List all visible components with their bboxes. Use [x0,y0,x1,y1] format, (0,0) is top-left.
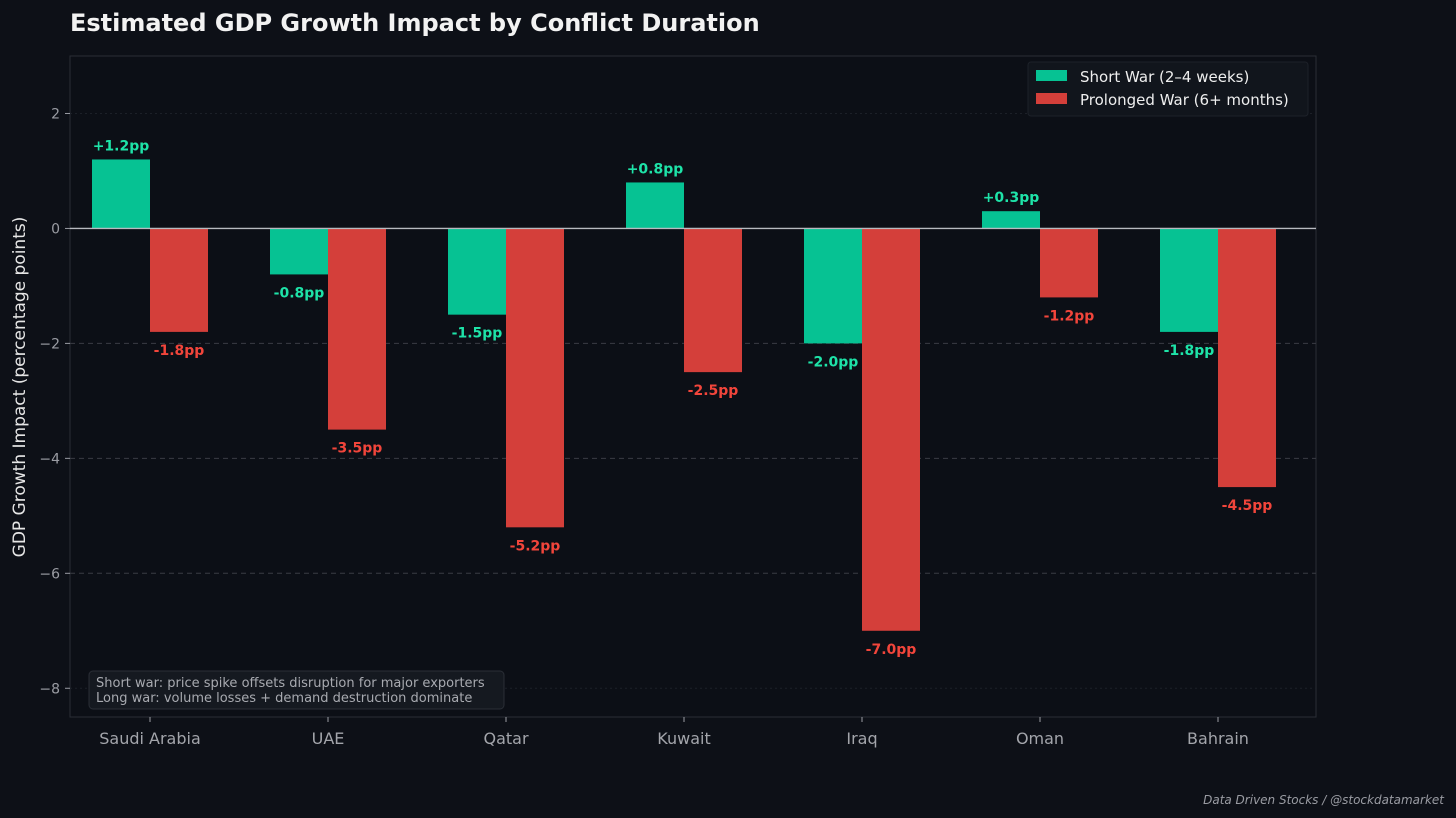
data-label: +0.3pp [983,190,1040,206]
data-label: -1.5pp [452,326,503,342]
data-label: -4.5pp [1222,498,1273,514]
legend-swatch-short [1036,70,1067,81]
x-tick-label: Oman [1016,729,1064,748]
annotation-line-1: Short war: price spike offsets disruptio… [96,676,485,691]
bar-short-war [626,182,684,229]
plot-area [69,55,1317,718]
data-label: -3.5pp [332,441,383,457]
x-tick-label: Kuwait [657,729,710,748]
bar-prolonged-war [506,228,564,528]
x-tick-label: Bahrain [1187,729,1249,748]
y-tick-label: 2 [51,106,60,122]
chart-title: Estimated GDP Growth Impact by Conflict … [70,9,760,37]
bar-prolonged-war [1218,228,1276,488]
y-tick-label: −8 [39,681,60,697]
data-label: +1.2pp [93,138,150,154]
x-tick-label: UAE [312,729,345,748]
credit: Data Driven Stocks / @stockdatamarket [1203,793,1445,807]
bar-short-war [804,228,862,344]
x-axis-ticks: Saudi Arabia UAE Qatar Kuwait Iraq Oman Bahrai… [99,717,1249,748]
legend-label-prolonged: Prolonged War (6+ months) [1080,91,1289,109]
y-tick-label: −4 [39,451,60,467]
bar-prolonged-war [862,228,920,631]
data-label: -0.8pp [274,285,325,301]
bar-short-war [982,211,1040,229]
bar-prolonged-war [684,228,742,373]
data-label: -1.8pp [154,343,205,359]
y-tick-label: −6 [39,566,60,582]
data-label: -1.8pp [1164,343,1215,359]
data-label: -2.0pp [808,354,859,370]
y-tick-label: −2 [39,336,60,352]
annotation-box: Short war: price spike offsets disruptio… [88,670,505,710]
x-tick-label: Saudi Arabia [99,729,201,748]
annotation-line-2: Long war: volume losses + demand destruc… [96,691,472,706]
x-tick-label: Iraq [846,729,877,748]
y-axis-label: GDP Growth Impact (percentage points) [10,217,30,558]
bars [92,159,1276,631]
data-label: -1.2pp [1044,308,1095,324]
y-tick-label: 0 [51,221,60,237]
data-label: -5.2pp [510,538,561,554]
bar-prolonged-war [328,228,386,430]
bar-short-war [1160,228,1218,332]
legend: Short War (2–4 weeks) Prolonged War (6+ … [1027,61,1309,117]
data-labels: +1.2pp -1.8pp -0.8pp -3.5pp -1.5pp -5.2pp +0.8… [93,138,1273,657]
bar-short-war [448,228,506,315]
bar-prolonged-war [150,228,208,332]
bar-prolonged-war [1040,228,1098,298]
bar-short-war [270,228,328,275]
data-label: -2.5pp [688,383,739,399]
legend-swatch-prolonged [1036,93,1067,104]
bar-short-war [92,159,150,229]
data-label: -7.0pp [866,642,917,658]
x-tick-label: Qatar [483,729,528,748]
y-axis-ticks: 2 0 −2 −4 −6 −8 [39,106,70,697]
data-label: +0.8pp [627,161,684,177]
legend-label-short: Short War (2–4 weeks) [1080,68,1249,86]
